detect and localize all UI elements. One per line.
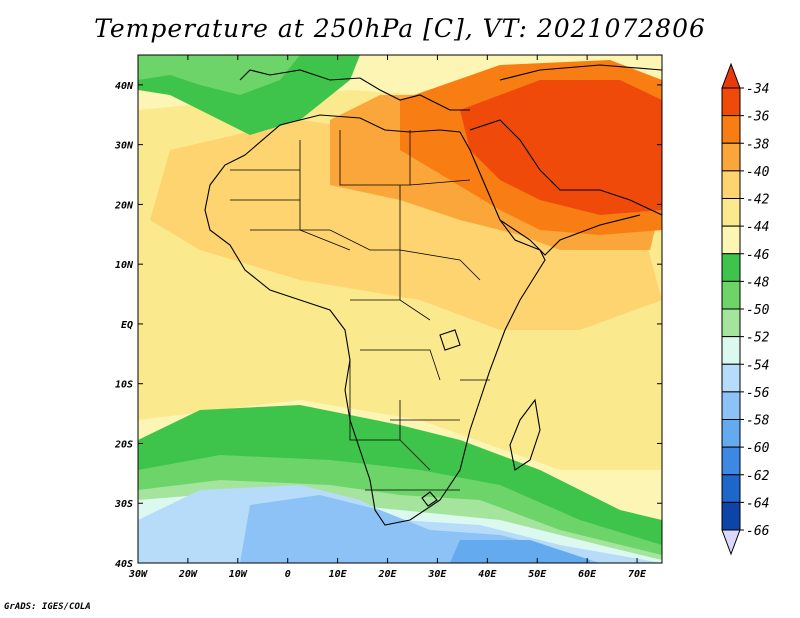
lesotho bbox=[421, 491, 438, 507]
y-tick-label: 30N bbox=[114, 141, 134, 152]
x-tick-label: 30E bbox=[427, 569, 447, 580]
colorbar-label: -64 bbox=[746, 496, 769, 511]
colorbar-label: -36 bbox=[746, 110, 770, 125]
colorbar-label: -54 bbox=[746, 358, 769, 373]
field-band-south-deeper-blue bbox=[450, 540, 590, 563]
colorbar-label: -38 bbox=[746, 137, 770, 152]
field-band-arabia-core bbox=[460, 80, 662, 215]
x-tick-label: 50E bbox=[528, 569, 547, 580]
y-tick-label: EQ bbox=[121, 320, 133, 331]
europe-coastline bbox=[239, 64, 662, 111]
y-tick-label: 20N bbox=[114, 200, 134, 211]
colorbar-swatch bbox=[721, 115, 741, 144]
lake-victoria bbox=[439, 329, 461, 351]
colorbar-label: -40 bbox=[746, 165, 770, 180]
colorbar-swatch bbox=[721, 198, 741, 227]
colorbar-label: -62 bbox=[746, 469, 770, 484]
colorbar-swatch bbox=[721, 363, 741, 393]
colorbar-label: -52 bbox=[746, 331, 770, 346]
coastlines bbox=[204, 64, 662, 526]
colorbar-swatch bbox=[721, 419, 741, 448]
country-borders bbox=[230, 130, 490, 491]
colorbar-swatch bbox=[721, 336, 741, 365]
y-tick-label: 40S bbox=[115, 559, 133, 570]
colorbar-label: -48 bbox=[746, 275, 770, 290]
colorbar-swatch bbox=[721, 280, 741, 310]
x-tick-label: 0 bbox=[285, 569, 291, 580]
africa-coastline bbox=[204, 114, 546, 526]
map-frame bbox=[137, 54, 663, 564]
arabia-coastline bbox=[469, 119, 662, 256]
colorbar-label: -34 bbox=[746, 82, 769, 97]
x-tick-label: 30W bbox=[128, 569, 148, 580]
x-tick-label: 40E bbox=[478, 569, 497, 580]
colorbar-swatch bbox=[721, 225, 741, 255]
x-tick-label: 20E bbox=[377, 569, 397, 580]
madagascar bbox=[509, 398, 541, 471]
colorbar-label: -60 bbox=[746, 441, 770, 456]
colorbar-swatch bbox=[721, 446, 741, 476]
y-tick-label: 40N bbox=[115, 81, 134, 92]
colorbar-swatch bbox=[721, 142, 741, 172]
y-tick-label: 20S bbox=[114, 439, 133, 450]
axis-ticks: 30W 20W 10W 0 10E 20E 30E 40E 50E 60E 70E 40N 30N 20N… bbox=[114, 55, 662, 580]
colorbar: -34 -36 -38 -40 -42 -44 -46 -48 -50 -52 -54 -56 -58 -… bbox=[721, 62, 770, 556]
x-tick-label: 20W bbox=[178, 569, 198, 580]
x-tick-label: 60E bbox=[578, 569, 597, 580]
footer-credit: GrADS: IGES/COLA bbox=[4, 602, 91, 612]
colorbar-over-arrow bbox=[721, 62, 741, 89]
x-tick-label: 70E bbox=[628, 569, 647, 580]
x-tick-label: 10W bbox=[229, 569, 248, 580]
colorbar-swatch bbox=[721, 474, 741, 503]
x-tick-label: 10E bbox=[329, 569, 348, 580]
colorbar-label: -44 bbox=[746, 220, 769, 235]
colorbar-swatch bbox=[721, 391, 741, 420]
colorbar-swatch bbox=[721, 253, 741, 282]
colorbar-under-arrow bbox=[721, 529, 741, 556]
colorbar-label: -50 bbox=[746, 303, 770, 318]
colorbar-label: -56 bbox=[746, 386, 770, 401]
chart-title: Temperature at 250hPa [C], VT: 202107280… bbox=[94, 14, 706, 43]
colorbar-swatch bbox=[721, 501, 741, 531]
colorbar-label: -66 bbox=[746, 524, 770, 539]
colorbar-swatch bbox=[721, 87, 741, 117]
colorbar-swatch bbox=[721, 170, 741, 199]
colorbar-label: -42 bbox=[746, 193, 770, 208]
y-tick-label: 10N bbox=[115, 260, 134, 271]
colorbar-label: -58 bbox=[746, 414, 770, 429]
y-tick-label: 30S bbox=[114, 499, 133, 510]
temperature-field bbox=[138, 55, 662, 563]
y-tick-label: 10S bbox=[115, 380, 133, 391]
colorbar-swatch bbox=[721, 308, 741, 338]
colorbar-label: -46 bbox=[746, 248, 770, 263]
field-band-north-green-light bbox=[138, 55, 300, 95]
